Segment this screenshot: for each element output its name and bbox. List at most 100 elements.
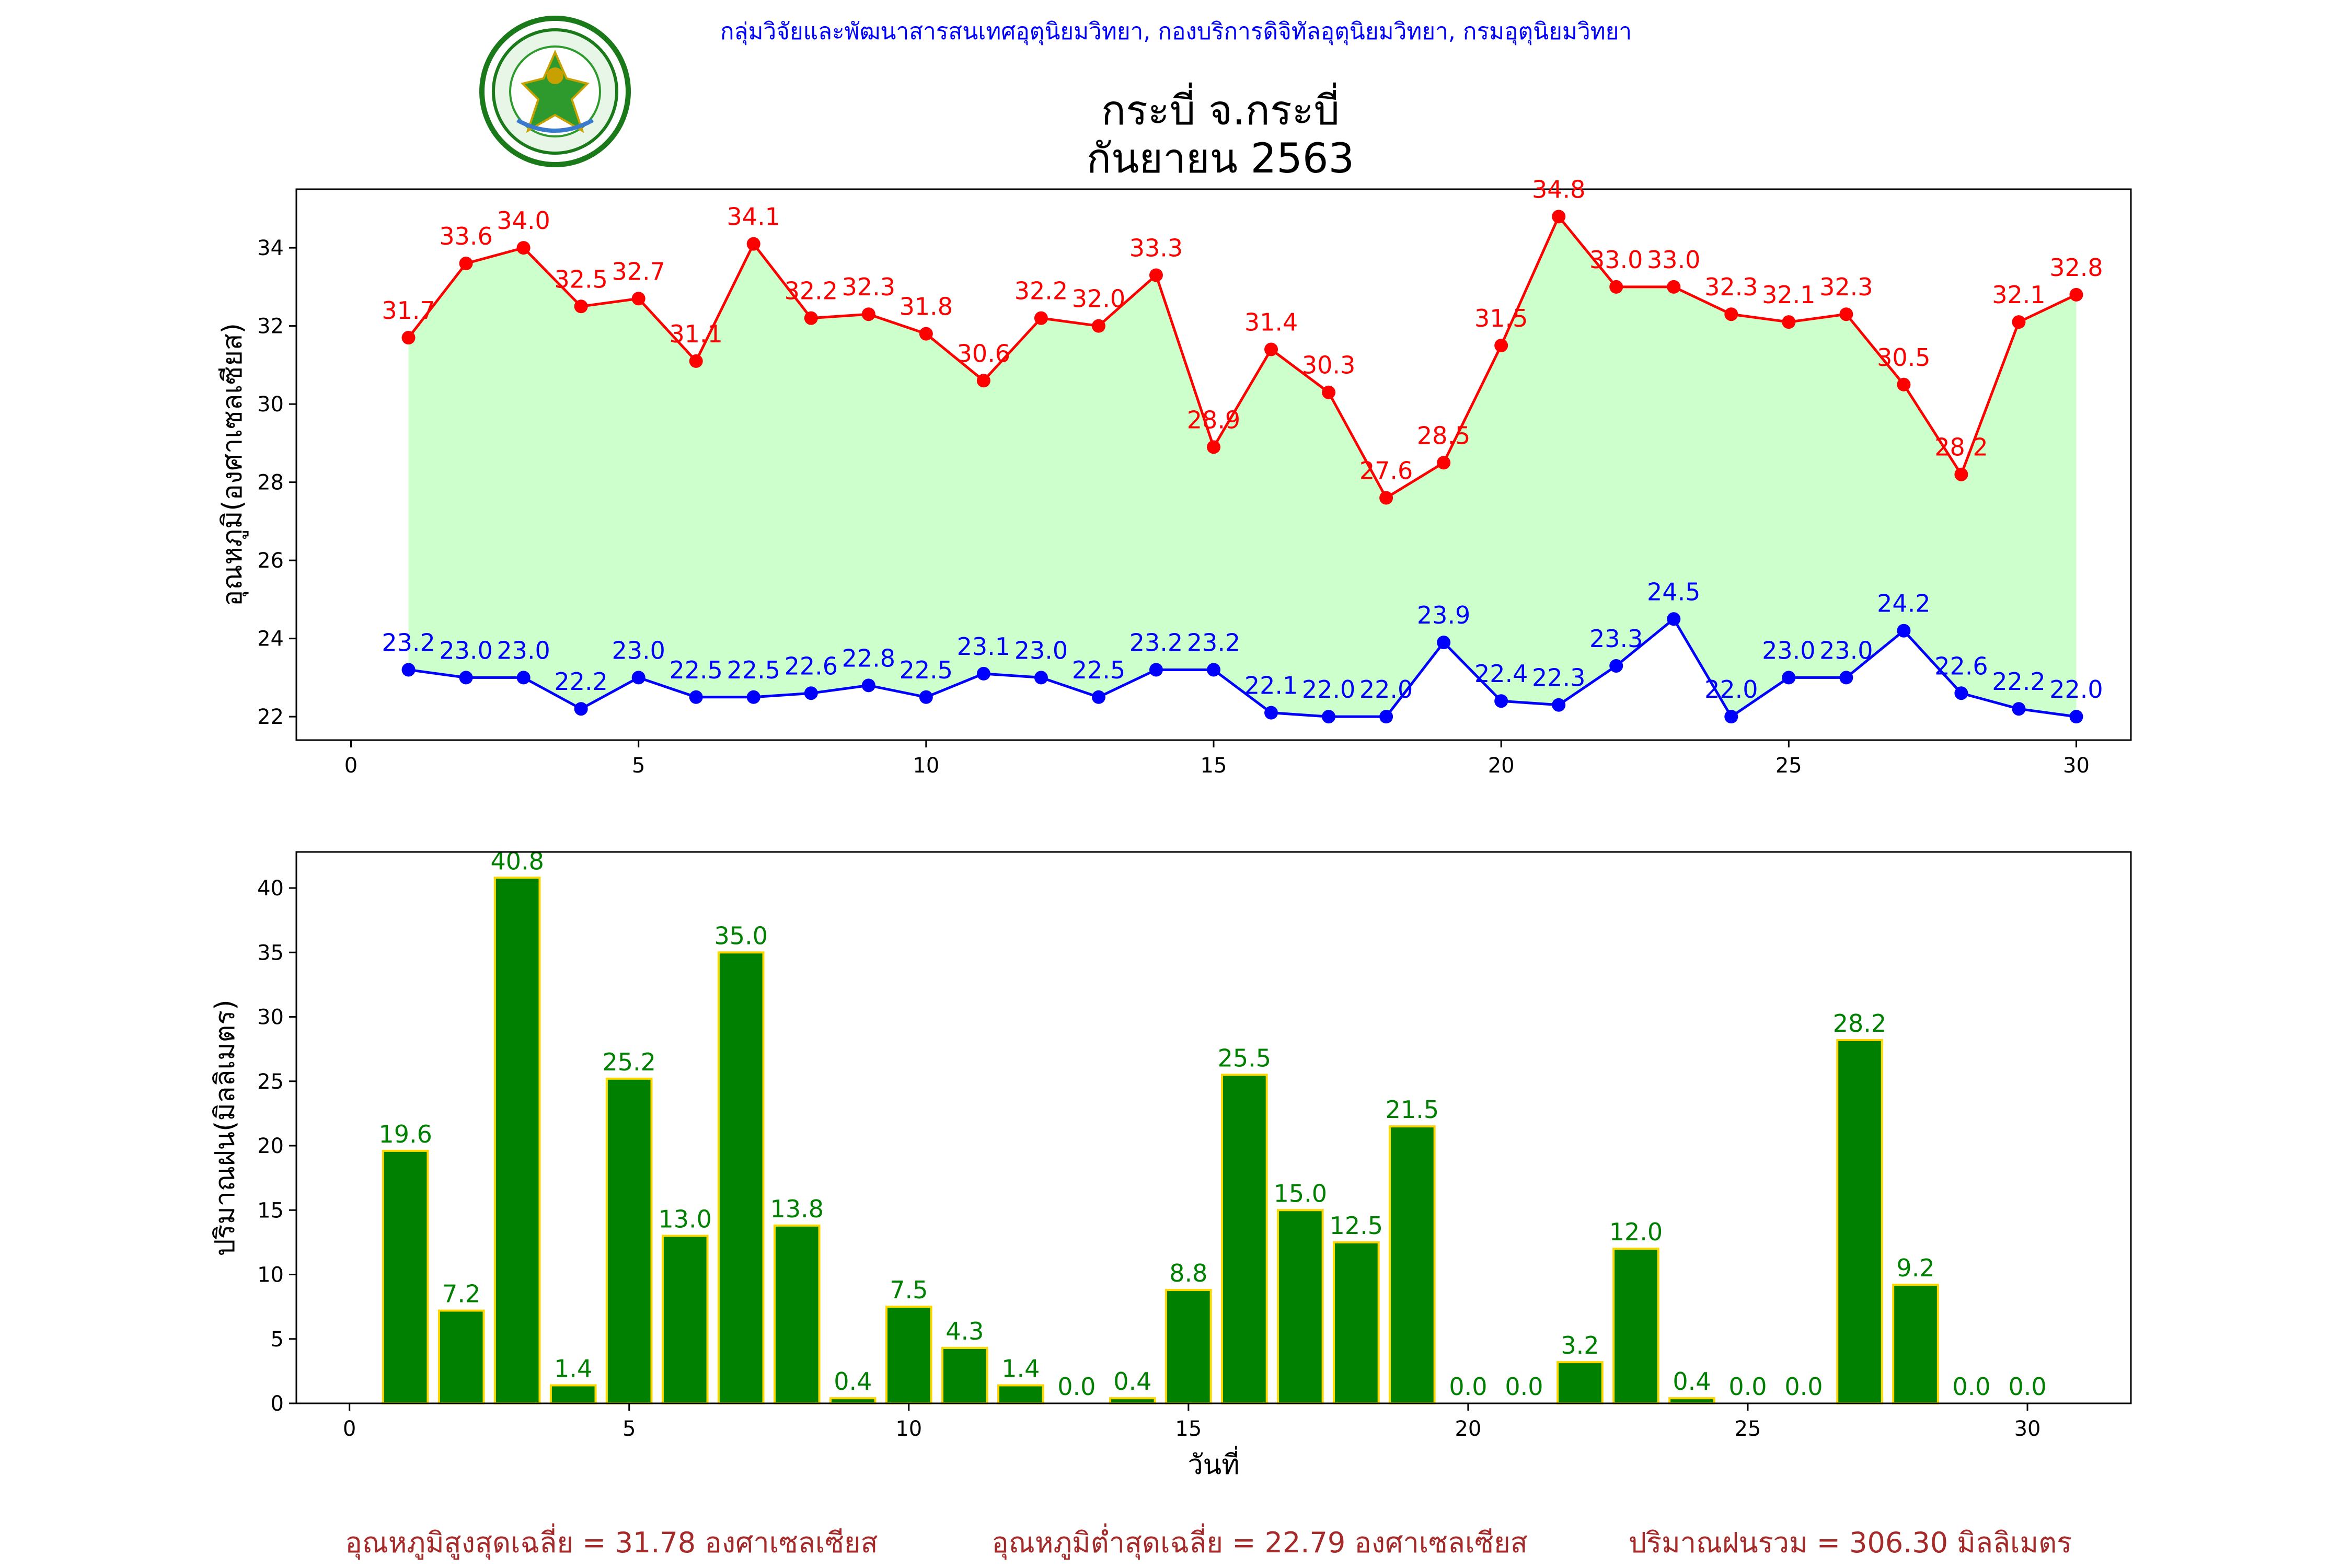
max-temperature-value-label: 34.1 [727, 203, 780, 231]
min-temperature-value-label: 22.5 [900, 656, 953, 684]
rainfall-value-label: 0.4 [1113, 1367, 1151, 1396]
rainfall-y-tick-label: 20 [257, 1134, 284, 1158]
avg-max-temperature-text: อุณหภูมิสูงสุดเฉลี่ย = 31.78 องศาเซลเซีย… [345, 1523, 878, 1560]
max-temperature-point [919, 327, 933, 341]
rainfall-bars: 19.6 7.2 40.8 1.4 25.2 13.0 35.0 13.8 0.4 7.5 4.3 1… [378, 847, 2047, 1405]
max-temperature-value-label: 32.3 [1704, 273, 1758, 301]
max-temperature-value-label: 31.4 [1244, 308, 1298, 336]
min-temperature-value-label: 22.6 [1934, 652, 1988, 680]
rainfall-bar [1836, 1039, 1883, 1404]
rainfall-bar [1612, 1248, 1659, 1404]
temperature-x-tick-label: 10 [913, 754, 939, 778]
max-temperature-point [804, 311, 818, 325]
max-temperature-point [1724, 307, 1738, 321]
rainfall-value-label: 1.4 [1001, 1354, 1040, 1382]
temperature-x-tick-label: 5 [632, 754, 645, 778]
max-temperature-value-label: 32.2 [1014, 277, 1068, 305]
rainfall-bar [1333, 1241, 1380, 1405]
min-temperature-point [1552, 698, 1566, 712]
rainfall-y-tick-label: 25 [257, 1070, 284, 1094]
min-temperature-point [1091, 690, 1105, 704]
temperature-range-fill [408, 216, 2077, 717]
temperature-panel: 0 5 10 15 20 25 30 22 24 26 28 30 32 34 31.7 33.634.0… [217, 175, 2132, 778]
org-header-text: กลุ่มวิจัยและพัฒนาสารสนเทศอุตุนิยมวิทยา,… [720, 18, 1632, 45]
min-temperature-value-label: 23.3 [1589, 625, 1643, 653]
rainfall-value-label: 0.0 [1952, 1373, 1990, 1401]
rainfall-bar [717, 951, 765, 1404]
max-temperature-point [516, 241, 531, 255]
min-temperature-value-label: 23.0 [439, 636, 492, 664]
min-temperature-point [804, 686, 818, 700]
min-temperature-point [1437, 636, 1451, 650]
temperature-x-tick-label: 15 [1201, 754, 1227, 778]
min-temperature-value-label: 22.2 [554, 667, 607, 696]
rainfall-y-tick-label: 0 [271, 1392, 284, 1416]
max-temperature-point [1667, 280, 1681, 294]
max-temperature-value-label: 30.3 [1302, 351, 1355, 379]
rainfall-value-label: 13.0 [659, 1205, 712, 1233]
rainfall-x-label: วันที่ [1187, 1446, 1239, 1481]
max-temperature-point [2069, 287, 2083, 302]
avg-min-temperature-text: อุณหภูมิต่ำสุดเฉลี่ย = 22.79 องศาเซลเซีย… [991, 1523, 1527, 1560]
min-temperature-value-label: 22.8 [842, 644, 895, 672]
max-temperature-point [1322, 385, 1336, 399]
min-temperature-point [1667, 612, 1681, 626]
max-temperature-value-label: 32.3 [842, 273, 895, 301]
rainfall-value-label: 0.0 [1057, 1373, 1096, 1401]
rainfall-bar [1221, 1074, 1268, 1405]
rainfall-value-label: 0.4 [834, 1367, 872, 1396]
rainfall-y-tick-label: 35 [257, 941, 284, 965]
rainfall-plot-frame [295, 851, 2132, 1404]
max-temperature-value-label: 34.0 [497, 206, 550, 235]
min-temperature-value-label: 22.0 [1359, 675, 1413, 704]
rainfall-bar [437, 1309, 485, 1405]
temperature-y-tick-label: 28 [257, 471, 284, 495]
temperature-y-axis: 22 24 26 28 30 32 34 [257, 236, 296, 729]
chart-subtitle: กันยายน 2563 [1087, 135, 1354, 182]
rainfall-x-tick-label: 0 [343, 1417, 356, 1441]
max-temperature-point [459, 257, 473, 271]
max-temperature-value-label: 32.8 [2049, 253, 2103, 282]
rainfall-value-label: 25.2 [603, 1048, 656, 1076]
rainfall-value-label: 12.0 [1609, 1218, 1663, 1246]
min-temperature-point [1034, 671, 1048, 685]
min-temperature-value-label: 24.2 [1877, 590, 1930, 618]
max-temperature-point [1552, 210, 1566, 224]
max-temperature-value-label: 33.6 [439, 222, 492, 250]
total-rainfall-text: ปริมาณฝนรวม = 306.30 มิลลิเมตร [1629, 1526, 2072, 1559]
rainfall-bar [493, 877, 541, 1404]
rainfall-bar [1892, 1284, 1939, 1405]
rainfall-value-label: 3.2 [1561, 1331, 1599, 1359]
max-temperature-point [1609, 280, 1623, 294]
max-temperature-point [1379, 491, 1393, 505]
temperature-y-tick-label: 24 [257, 627, 284, 651]
min-temperature-point [1897, 624, 1911, 638]
max-temperature-point [2012, 315, 2026, 329]
max-temperature-point [1207, 440, 1220, 454]
rainfall-bar [1557, 1361, 1604, 1405]
min-temperature-point [1782, 671, 1796, 685]
rainfall-bar [549, 1384, 597, 1405]
max-temperature-value-label: 33.3 [1129, 234, 1183, 262]
rainfall-x-tick-label: 20 [1455, 1417, 1481, 1441]
temperature-x-tick-label: 20 [1488, 754, 1515, 778]
min-temperature-point [976, 666, 990, 681]
temperature-x-tick-label: 0 [344, 754, 358, 778]
min-temperature-point [689, 690, 703, 704]
temperature-y-tick-label: 22 [257, 705, 284, 729]
min-temperature-point [919, 690, 933, 704]
max-temperature-value-label: 31.5 [1474, 304, 1528, 332]
min-temperature-value-label: 22.1 [1244, 672, 1298, 700]
min-temperature-value-label: 22.2 [1992, 667, 2045, 696]
rainfall-y-tick-label: 40 [257, 877, 284, 901]
max-temperature-value-label: 32.1 [1762, 281, 1815, 309]
max-temperature-line [407, 214, 2077, 500]
max-temperature-point [689, 354, 703, 368]
min-temperature-value-label: 23.0 [612, 636, 665, 664]
rainfall-value-label: 0.0 [1728, 1373, 1767, 1401]
min-temperature-value-label: 22.5 [1072, 656, 1125, 684]
rainfall-value-label: 0.0 [1784, 1373, 1823, 1401]
max-temperature-point [746, 237, 760, 251]
rainfall-value-label: 25.5 [1218, 1044, 1271, 1072]
